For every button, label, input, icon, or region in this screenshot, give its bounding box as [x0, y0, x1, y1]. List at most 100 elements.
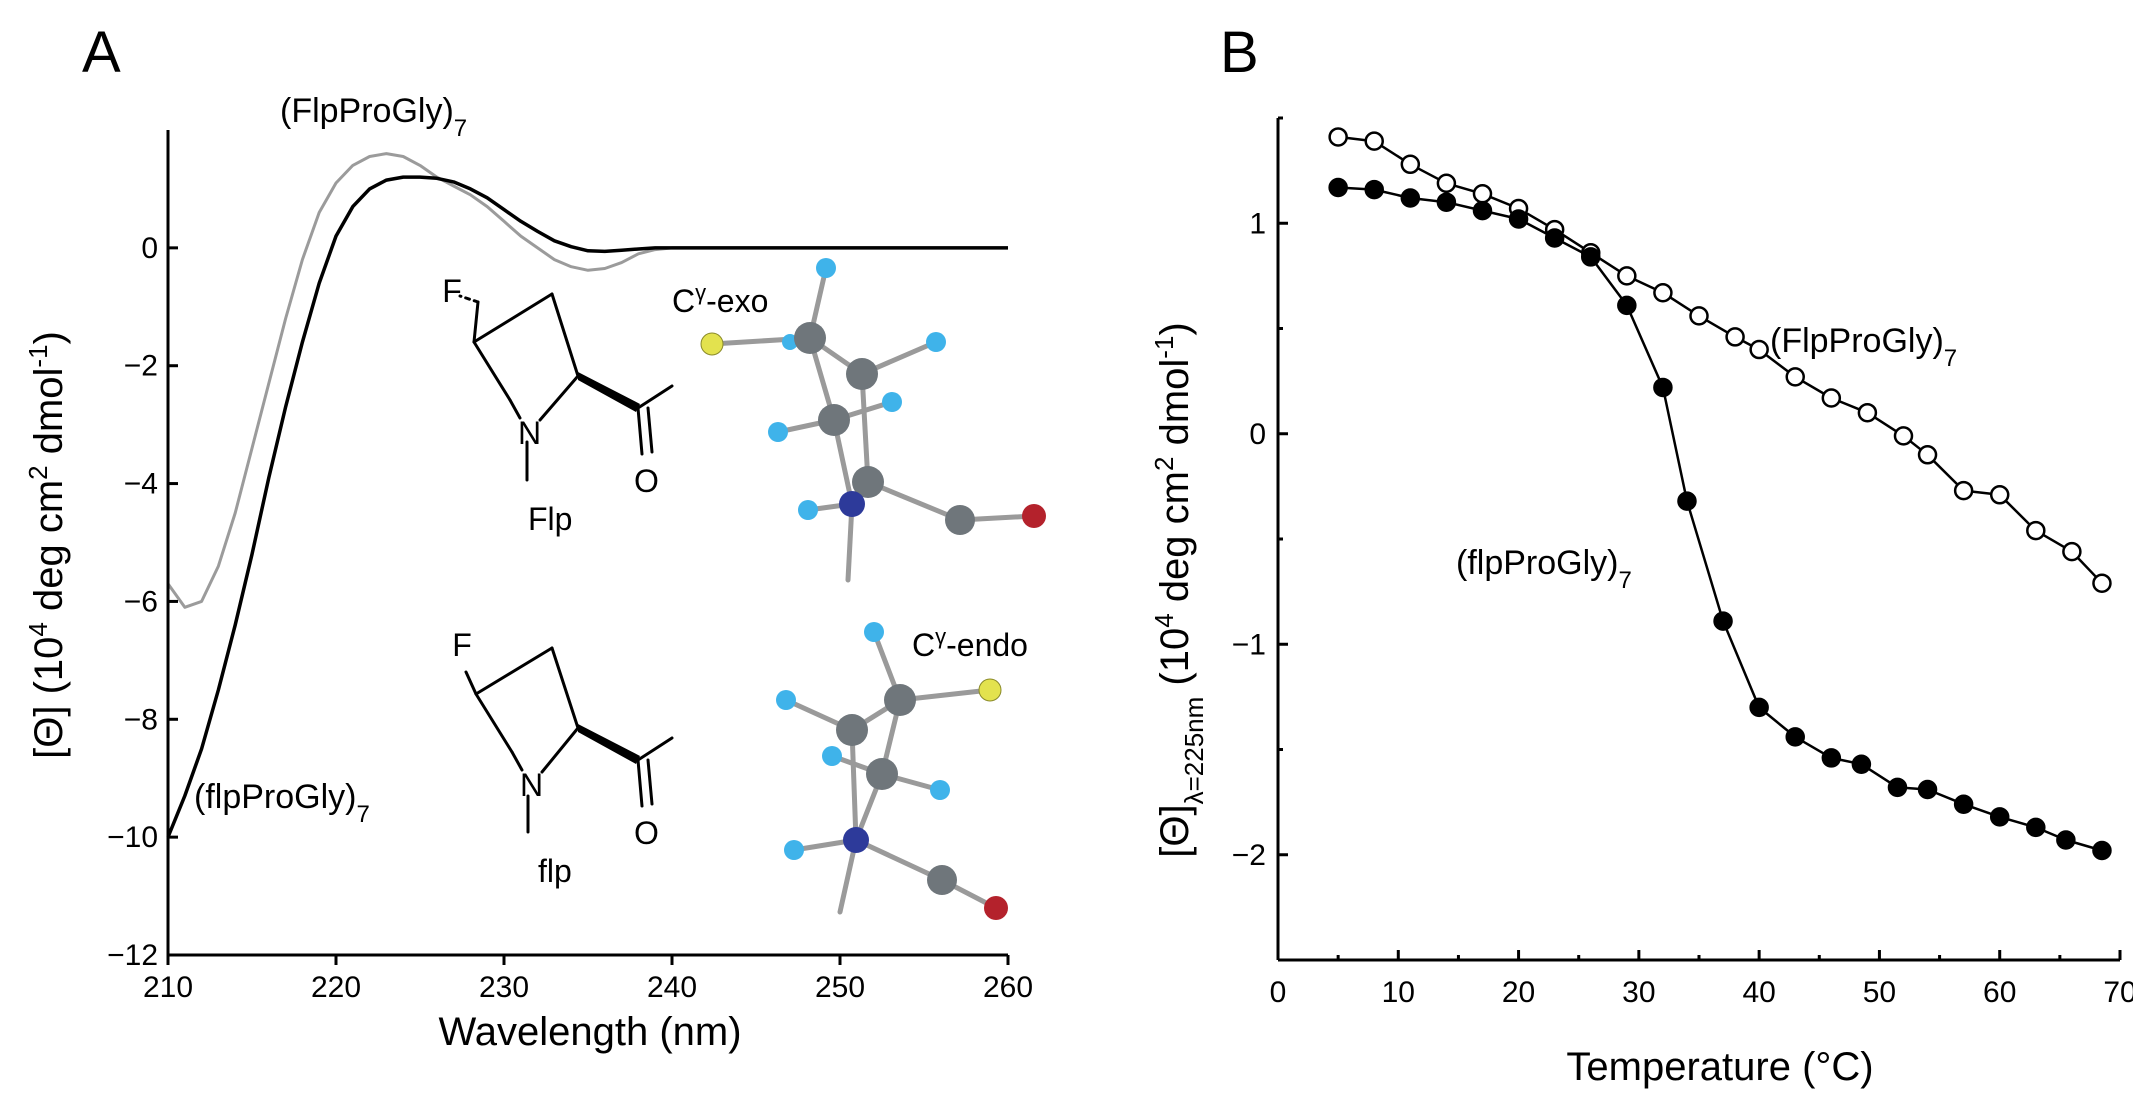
panel-b-data-point-series-1: [2056, 830, 2076, 850]
panel-b-data-point-series-1: [1580, 247, 1601, 267]
atom-nitrogen: [843, 827, 869, 853]
atom-hydrogen: [768, 422, 788, 442]
flp-lower-oxygen-label: O: [634, 815, 659, 851]
panel-b-x-tick-label: 0: [1270, 976, 1287, 1009]
atom-carbon: [836, 714, 868, 746]
panel-b-data-point-series-0: [1436, 173, 1457, 194]
panel-b-data-point-series-0: [1785, 367, 1805, 387]
panel-b-series-label-flp-lower: (flpProGly)7: [1456, 544, 1632, 594]
atom-hydrogen: [930, 780, 950, 800]
panel-b-data-point-series-1: [1400, 188, 1421, 208]
atom-carbon: [852, 466, 884, 498]
atom-hydrogen: [926, 332, 946, 352]
panel-b-data-point-series-0: [1953, 480, 1974, 501]
panel-b-data-point-series-1: [1472, 200, 1493, 221]
atom-hydrogen: [816, 258, 836, 278]
panel-b-data-point-series-0: [1400, 154, 1421, 175]
panel-b-data-point-series-1: [1785, 727, 1805, 747]
panel-b-data-point-series-1: [1677, 491, 1697, 511]
panel-b-data-point-series-1: [1653, 377, 1673, 398]
panel-b-x-tick-label: 50: [1863, 976, 1896, 1009]
panel-a-x-tick-label: 220: [311, 971, 361, 1004]
panel-b-data-point-series-0: [2092, 573, 2112, 593]
flp-lower-name: flp: [538, 853, 572, 889]
panel-a-x-tick-label: 240: [647, 971, 697, 1004]
panel-a-y-tick-label: 0: [141, 232, 158, 265]
flp-lower-fluorine-label: F: [452, 627, 472, 663]
atom-hydrogen: [864, 622, 884, 642]
flp-upper-name: Flp: [528, 501, 572, 537]
panel-b-y-tick-label: 0: [1249, 418, 1266, 451]
panel-b-data-point-series-0: [1857, 402, 1878, 423]
panel-b-data-point-series-0: [2062, 541, 2082, 562]
panel-b-y-axis-title: [Θ]λ=225nm (104 deg cm2 dmol-1): [1149, 322, 1209, 857]
panel-b-y-tick-label: −1: [1232, 628, 1266, 661]
atom-hydrogen: [776, 690, 796, 710]
atom-carbon: [846, 358, 878, 390]
panel-a-y-tick-label: −12: [107, 939, 158, 972]
panel-a-x-tick-label: 230: [479, 971, 529, 1004]
panel-b-data-point-series-1: [1508, 209, 1529, 229]
panel-b-data-point-series-1: [1851, 754, 1872, 774]
panel-b-data-point-series-1: [1544, 228, 1565, 248]
panel-b-data-point-series-1: [1713, 611, 1733, 631]
panel-b-x-tick-label: 60: [1983, 976, 2016, 1009]
flp-upper-oxygen-label: O: [634, 463, 659, 499]
c-gamma-endo-label: Cγ-endo: [912, 624, 1028, 664]
panel-a-series-line-1: [166, 175, 1008, 838]
atom-fluorine: [978, 678, 1002, 702]
panel-a-x-axis-title: Wavelength (nm): [438, 1010, 741, 1054]
panel-b-y-tick-label: 1: [1249, 207, 1266, 240]
atom-oxygen: [1022, 504, 1046, 528]
ball-stick-model-endo: [776, 622, 1008, 920]
panel-b-x-tick-label: 30: [1622, 976, 1655, 1009]
panel-a-series-label-flp-upper: (FlpProGly)7: [280, 92, 467, 142]
flp-lower-structure: F N O flp: [452, 627, 674, 889]
atom-carbon: [794, 322, 826, 354]
panel-b-x-tick-label: 20: [1502, 976, 1535, 1009]
panel-b-x-tick-label: 70: [2103, 976, 2133, 1009]
atom-carbon: [945, 505, 975, 535]
panel-b-data-point-series-0: [1328, 127, 1348, 147]
atom-carbon: [927, 865, 957, 895]
panel-a-y-tick-label: −4: [124, 468, 158, 501]
panel-a-series-line-0: [166, 152, 1008, 609]
panel-a-x-tick-label: 250: [815, 971, 865, 1004]
panel-b-data-point-series-0: [1749, 339, 1769, 360]
atom-oxygen: [984, 896, 1008, 920]
panel-a-x-tick-label: 260: [983, 971, 1033, 1004]
panel-a-y-tick-label: −6: [124, 585, 158, 618]
panel-b-data-point-series-0: [2026, 520, 2046, 541]
panel-a-y-tick-label: −8: [124, 703, 158, 736]
panel-b-data-point-series-0: [1689, 306, 1709, 326]
panel-b-data-point-series-0: [1725, 327, 1745, 347]
ball-stick-model-exo: [700, 258, 1046, 583]
panel-b-data-point-series-0: [1617, 266, 1637, 286]
panel-b-data-point-series-0: [1653, 282, 1673, 303]
panel-a-x-tick-label: 210: [143, 971, 193, 1004]
atom-carbon: [818, 404, 850, 436]
panel-letter-b: B: [1220, 20, 1259, 85]
atom-hydrogen: [784, 840, 804, 860]
atom-carbon: [884, 684, 916, 716]
panel-b-data-point-series-1: [1953, 794, 1974, 814]
panel-b-x-axis-title: Temperature (°C): [1566, 1045, 1873, 1089]
panel-b-data-point-series-1: [1617, 295, 1637, 316]
atom-nitrogen: [839, 491, 865, 517]
atom-hydrogen: [798, 500, 818, 520]
panel-b-data-point-series-0: [1472, 184, 1493, 204]
flp-upper-nitrogen-label: N: [518, 415, 541, 451]
panel-b-data-point-series-1: [1917, 779, 1938, 800]
atom-carbon: [866, 758, 898, 790]
atom-hydrogen: [882, 392, 902, 412]
c-gamma-exo-label: Cγ-exo: [672, 280, 768, 320]
panel-a-y-tick-label: −2: [124, 350, 158, 383]
panel-b-data-point-series-1: [2026, 817, 2046, 838]
panel-b-data-point-series-0: [1917, 445, 1938, 465]
panel-letter-a: A: [82, 20, 121, 85]
panel-a-y-axis-title: [Θ] (104 deg cm2 dmol-1): [23, 331, 71, 759]
panel-b-data-point-series-1: [1436, 192, 1457, 212]
panel-b-data-point-series-0: [1821, 388, 1842, 408]
panel-b-x-tick-label: 40: [1742, 976, 1775, 1009]
